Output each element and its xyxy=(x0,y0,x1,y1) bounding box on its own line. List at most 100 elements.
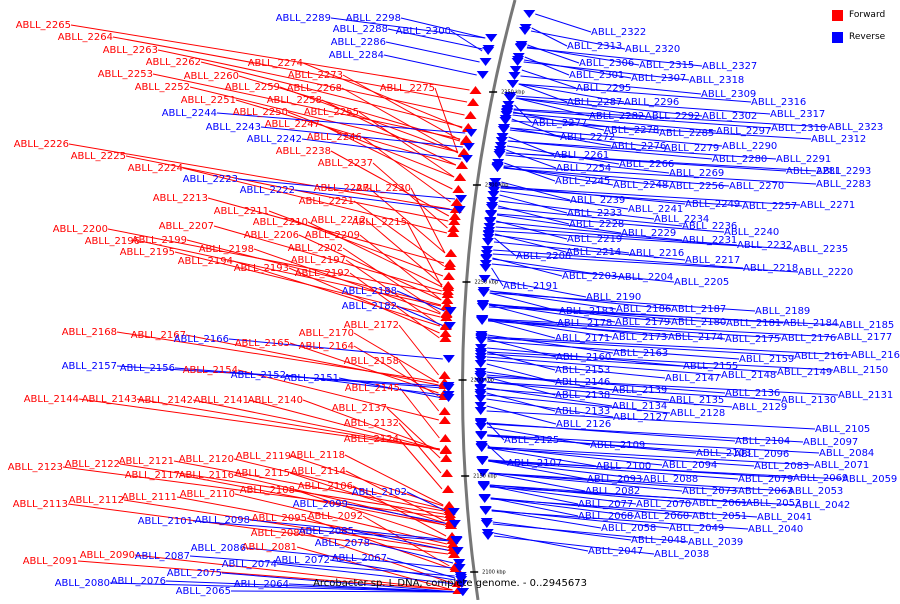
gene-label: ABLL_2163 xyxy=(613,348,668,359)
gene-arrow xyxy=(488,187,501,195)
gene-label: ABLL_2139 xyxy=(612,385,667,396)
gene-label: ABLL_2051 xyxy=(692,511,747,522)
gene-label: ABLL_2072 xyxy=(275,555,330,566)
gene-label: ABLL_2228 xyxy=(569,219,624,230)
leader-line xyxy=(494,237,517,257)
gene-label: ABLL_2112 xyxy=(69,495,124,506)
leader-line xyxy=(109,582,457,593)
leader-line xyxy=(385,41,480,63)
leader-line xyxy=(488,320,726,340)
leader-line xyxy=(490,278,587,298)
gene-label: ABLL_2288 xyxy=(333,24,388,35)
leader-line xyxy=(505,154,670,174)
gene-arrow xyxy=(455,195,468,203)
leader-line xyxy=(489,292,560,312)
gene-arrow xyxy=(442,384,455,392)
leader-line xyxy=(488,472,683,492)
reverse-swatch xyxy=(832,31,843,43)
gene-label: ABLL_2078 xyxy=(315,538,370,549)
leader-line xyxy=(386,557,456,579)
gene-label: ABLL_2211 xyxy=(214,206,269,217)
leader-line xyxy=(186,239,442,306)
leader-line xyxy=(530,30,626,50)
gene-label: ABLL_2133 xyxy=(555,406,610,417)
leader-line xyxy=(504,162,556,182)
gene-label: ABLL_2127 xyxy=(613,412,668,423)
leader-line xyxy=(488,319,556,339)
leader-line xyxy=(450,30,483,52)
gene-label: ABLL_2232 xyxy=(737,240,792,251)
gene-label: ABLL_2126 xyxy=(556,419,611,430)
gene-label: ABLL_2092 xyxy=(308,511,363,522)
gene-label: ABLL_2063 xyxy=(738,486,793,497)
leader-line xyxy=(498,200,655,220)
leader-line xyxy=(497,207,683,227)
leader-line xyxy=(490,498,758,518)
leader-line xyxy=(353,200,445,267)
gene-arrow xyxy=(450,536,463,544)
gene-label: ABLL_2312 xyxy=(811,134,866,145)
leader-line xyxy=(513,109,772,129)
leader-line xyxy=(486,359,666,379)
gene-arrow xyxy=(438,416,451,424)
gene-label: ABLL_2061 xyxy=(692,498,747,509)
gene-arrow xyxy=(440,309,453,317)
leader-line xyxy=(182,167,448,234)
gene-arrow xyxy=(477,289,490,297)
gene-arrow xyxy=(474,402,487,410)
leader-line xyxy=(288,267,440,334)
gene-arrow xyxy=(495,137,508,145)
gene-label: ABLL_2185 xyxy=(839,320,894,331)
gene-arrow xyxy=(474,378,487,386)
scale-tick-label: 2100 kbp xyxy=(482,570,506,576)
gene-label: ABLL_2059 xyxy=(842,474,897,485)
leader-line xyxy=(289,472,445,524)
leader-line xyxy=(488,472,789,492)
gene-arrow xyxy=(511,58,524,66)
gene-label: ABLL_2189 xyxy=(755,306,810,317)
legend-forward: Forward xyxy=(832,8,892,22)
gene-label: ABLL_2091 xyxy=(23,556,78,567)
scale-ticks: 2350 kbp 2300 kbp 2250 kbp 2200 kbp 2150 kbp… xyxy=(458,90,525,576)
gene-arrow xyxy=(504,92,517,100)
gene-arrow xyxy=(478,495,491,503)
leader-line xyxy=(216,112,466,134)
gene-label: ABLL_2235 xyxy=(793,244,848,255)
leader-line xyxy=(506,145,620,165)
gene-label: ABLL_2259 xyxy=(225,82,280,93)
gene-label: ABLL_2227 xyxy=(314,183,369,194)
gene-label: ABLL_2118 xyxy=(290,450,345,461)
gene-label: ABLL_2147 xyxy=(665,373,720,384)
gene-label: ABLL_2226 xyxy=(14,139,69,150)
gene-label: ABLL_2270 xyxy=(729,181,784,192)
gene-label: ABLL_2148 xyxy=(721,370,776,381)
leader-line xyxy=(497,213,725,233)
leader-line xyxy=(518,83,752,103)
leader-line xyxy=(503,165,817,185)
gene-arrow xyxy=(455,580,468,588)
gene-label: ABLL_2076 xyxy=(111,576,166,587)
gene-label: ABLL_2065 xyxy=(176,586,231,597)
gene-label: ABLL_2101 xyxy=(138,516,193,527)
gene-arrow xyxy=(514,44,527,52)
leader-line xyxy=(523,59,632,79)
gene-label: ABLL_2151 xyxy=(284,373,339,384)
gene-label: ABLL_2090 xyxy=(80,550,135,561)
leader-line xyxy=(486,376,556,396)
leader-line xyxy=(245,547,454,569)
gene-label: ABLL_2071 xyxy=(814,460,869,471)
leader-line xyxy=(516,95,771,115)
gene-label: ABLL_2172 xyxy=(344,320,399,331)
leader-line xyxy=(387,28,483,50)
scale-tick-label: 2250 kbp xyxy=(474,280,498,286)
gene-label: ABLL_2102 xyxy=(352,487,407,498)
gene-label: ABLL_2273 xyxy=(288,70,343,81)
gene-arrow xyxy=(438,407,451,415)
gene-arrow xyxy=(440,313,453,321)
gene-label: ABLL_2252 xyxy=(135,82,190,93)
gene-arrow xyxy=(509,66,522,74)
gene-label: ABLL_2320 xyxy=(625,44,680,55)
gene-label: ABLL_2327 xyxy=(702,61,757,72)
gene-arrow xyxy=(453,564,466,572)
gene-label: ABLL_2067 xyxy=(332,553,387,564)
